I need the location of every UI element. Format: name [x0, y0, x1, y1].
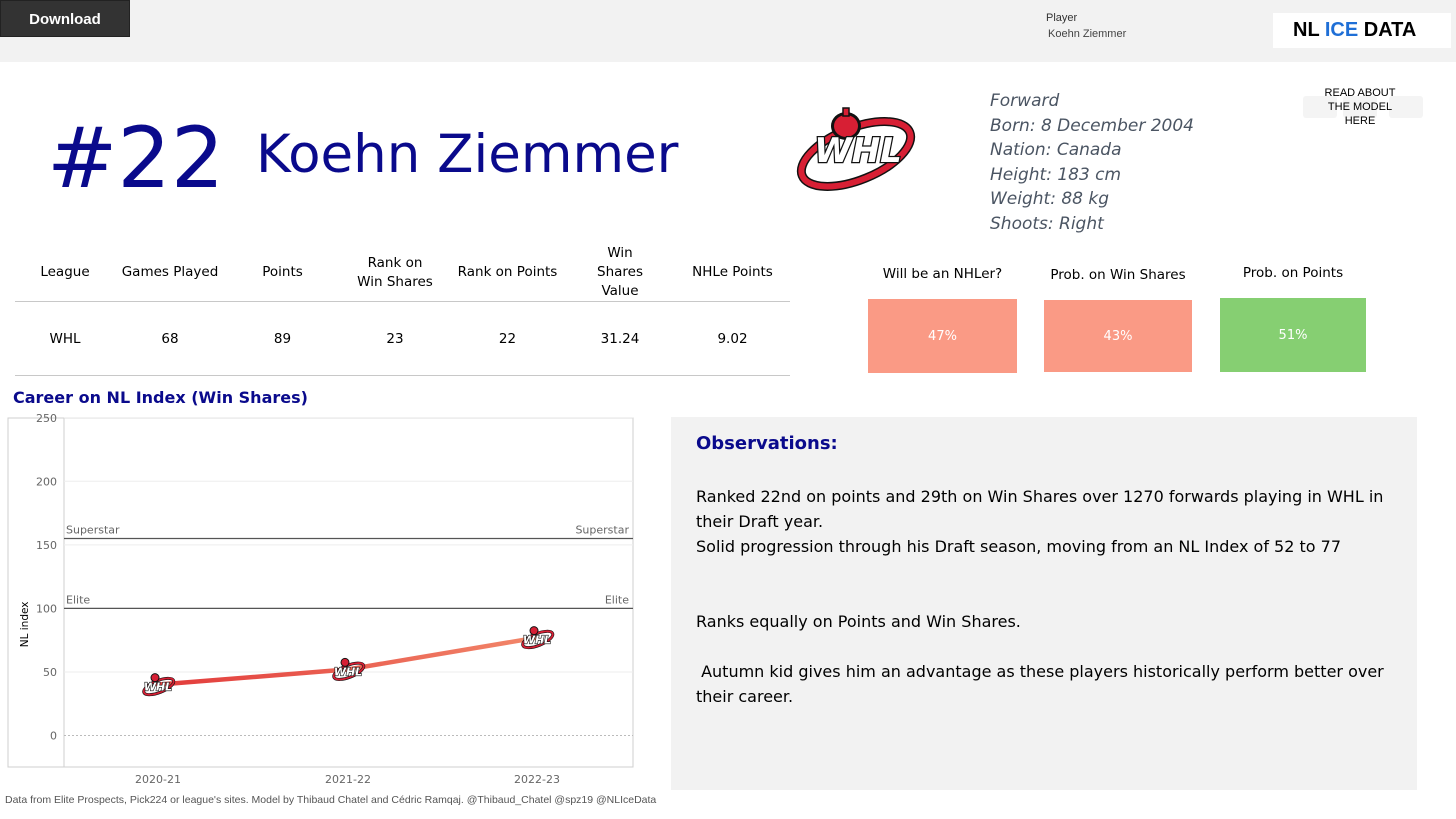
observations-title: Observations: [696, 433, 838, 454]
brand-text-ice: ICE [1324, 19, 1359, 41]
col-header-rank-win-shares: Rank on Win Shares [357, 254, 433, 290]
observation-text: Autumn kid gives him an advantage as the… [696, 662, 1389, 706]
footer-credits: Data from Elite Prospects, Pick224 or le… [5, 794, 657, 806]
bio-height: Height: 183 cm [990, 164, 1122, 185]
jersey-number: #22 [47, 109, 225, 207]
table-row: WHL 68 89 23 22 31.24 9.02 [15, 302, 790, 376]
player-name: Koehn Ziemmer [256, 124, 679, 185]
prob-value-points: 51% [1278, 327, 1308, 343]
player-filter-label: Player [1046, 12, 1078, 24]
bio-weight: Weight: 88 kg [990, 189, 1110, 210]
whl-logo: WHL [796, 107, 916, 191]
prob-label-win-shares: Prob. on Win Shares [1050, 267, 1186, 283]
prob-value-win-shares: 43% [1103, 328, 1133, 344]
y-tick-label: 250 [36, 412, 57, 425]
brand-logo: NL ICE DATA [1273, 13, 1451, 48]
col-header-win-shares-value: Win Shares Value [597, 245, 643, 299]
y-tick-label: 200 [36, 475, 57, 488]
chart-title: Career on NL Index (Win Shares) [13, 388, 308, 407]
bio-position: Forward [990, 91, 1060, 111]
observations-panel: Observations: Ranked 22nd on points and … [671, 417, 1417, 790]
bio-nation: Nation: Canada [990, 140, 1122, 161]
col-header-games-played: Games Played [121, 264, 219, 280]
cell-rank-points: 22 [498, 330, 517, 347]
cell-win-shares-value: 31.24 [600, 330, 640, 347]
col-header-league: League [40, 264, 90, 280]
reference-line-label: Superstar [575, 523, 629, 536]
bio-born: Born: 8 December 2004 [990, 115, 1194, 136]
download-button[interactable]: Download [0, 0, 130, 37]
x-tick-label: 2022-23 [514, 773, 560, 786]
mini-nav [1293, 66, 1433, 146]
prob-label-points: Prob. on Points [1242, 265, 1344, 281]
nav-ghost-button[interactable] [1343, 96, 1377, 118]
read-about-model-link[interactable]: READ ABOUT THE MODEL HERE [1324, 87, 1396, 127]
reference-line-label: Elite [605, 593, 629, 606]
data-point-marker-label: WHL [144, 681, 172, 694]
col-header-nhle-points: NHLe Points [692, 264, 773, 280]
top-bar: Download Player Koehn Ziemmer NL ICE DAT… [0, 0, 1456, 62]
player-bio: Forward Born: 8 December 2004 Nation: Ca… [990, 89, 1194, 237]
cell-points: 89 [273, 330, 292, 347]
prob-box-win-shares: 43% [1044, 300, 1192, 372]
nav-ghost-button[interactable] [1303, 96, 1337, 118]
prob-value-nhler: 47% [928, 328, 957, 344]
series-line [155, 635, 540, 687]
nl-index-chart: 0 50 100 150 200 250 NL index Superstar Supersta… [7, 412, 634, 786]
chart-frame [7, 417, 634, 768]
y-tick-label: 150 [36, 539, 57, 552]
observation-text: Solid progression through his Draft seas… [696, 537, 1341, 556]
prob-label-nhler: Will be an NHLer? [882, 266, 1003, 282]
prob-box-points: 51% [1220, 298, 1366, 372]
x-tick-label: 2020-21 [135, 773, 181, 786]
cell-rank-win-shares: 23 [386, 330, 404, 347]
data-point [332, 657, 366, 681]
nav-ghost-button[interactable] [1389, 96, 1423, 118]
observation-text: Ranks equally on Points and Win Shares. [696, 612, 1021, 631]
reference-line-label: Superstar [66, 523, 120, 536]
brand-text-nl: NL [1293, 19, 1325, 41]
whl-logo-text: WHL [814, 131, 902, 171]
y-tick-label: 100 [36, 602, 57, 615]
col-header-points: Points [262, 264, 303, 280]
brand-text-data: DATA [1358, 19, 1417, 41]
cell-nhle-points: 9.02 [717, 330, 748, 347]
y-tick-label: 0 [50, 730, 57, 743]
observation-text: Ranked 22nd on points and 29th on Win Sh… [696, 487, 1384, 531]
data-point [142, 673, 176, 697]
data-point [521, 626, 555, 650]
prob-box-nhler: 47% [868, 299, 1017, 373]
cell-games-played: 68 [161, 330, 179, 347]
reference-line-label: Elite [66, 593, 90, 606]
cell-league: WHL [49, 330, 81, 347]
x-tick-label: 2021-22 [325, 773, 371, 786]
col-header-rank-points: Rank on Points [457, 264, 558, 280]
data-point-marker-label: WHL [334, 665, 362, 678]
stats-table: League Games Played Points Rank on Win S… [15, 244, 790, 376]
bio-shoots: Shoots: Right [990, 213, 1104, 234]
stats-header-row: League Games Played Points Rank on Win S… [15, 244, 790, 302]
player-filter-select[interactable]: Koehn Ziemmer [1048, 28, 1127, 40]
y-tick-label: 50 [43, 666, 57, 679]
data-point-marker-label: WHL [523, 634, 551, 647]
y-axis-label: NL index [19, 602, 31, 648]
